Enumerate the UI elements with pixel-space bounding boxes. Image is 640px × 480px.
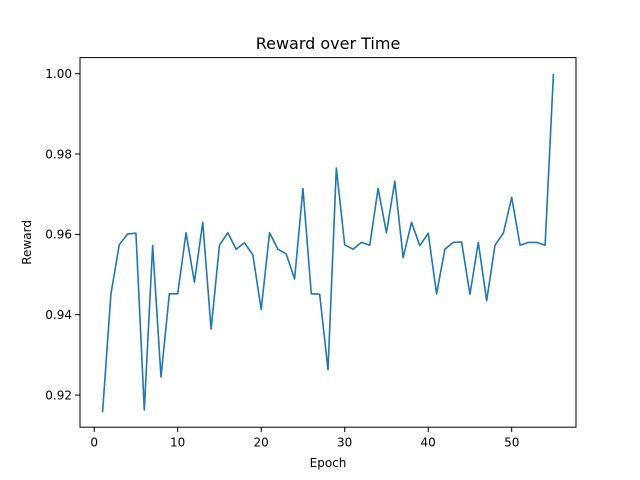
y-tick-label: 0.96 xyxy=(45,228,72,242)
plot-area xyxy=(101,73,555,413)
y-tick-label: 0.94 xyxy=(45,308,72,322)
y-axis-label: Reward xyxy=(20,220,34,265)
series-line-0 xyxy=(101,73,555,413)
y-tick-label: 1.00 xyxy=(45,67,72,81)
x-tick-label: 0 xyxy=(90,436,98,450)
x-axis-label: Epoch xyxy=(310,456,347,470)
x-tick-label: 40 xyxy=(421,436,436,450)
x-tick-label: 20 xyxy=(254,436,269,450)
x-tick-label: 30 xyxy=(337,436,352,450)
chart-title: Reward over Time xyxy=(256,34,401,53)
y-tick-label: 0.98 xyxy=(45,147,72,161)
x-tick-label: 10 xyxy=(170,436,185,450)
y-tick-label: 0.92 xyxy=(45,388,72,402)
axes-frame xyxy=(79,57,577,428)
y-axis: 0.92 0.94 0.96 0.98 1.00 xyxy=(45,67,80,402)
x-tick-label: 50 xyxy=(504,436,519,450)
x-axis: 0 10 20 30 40 50 xyxy=(90,427,519,450)
